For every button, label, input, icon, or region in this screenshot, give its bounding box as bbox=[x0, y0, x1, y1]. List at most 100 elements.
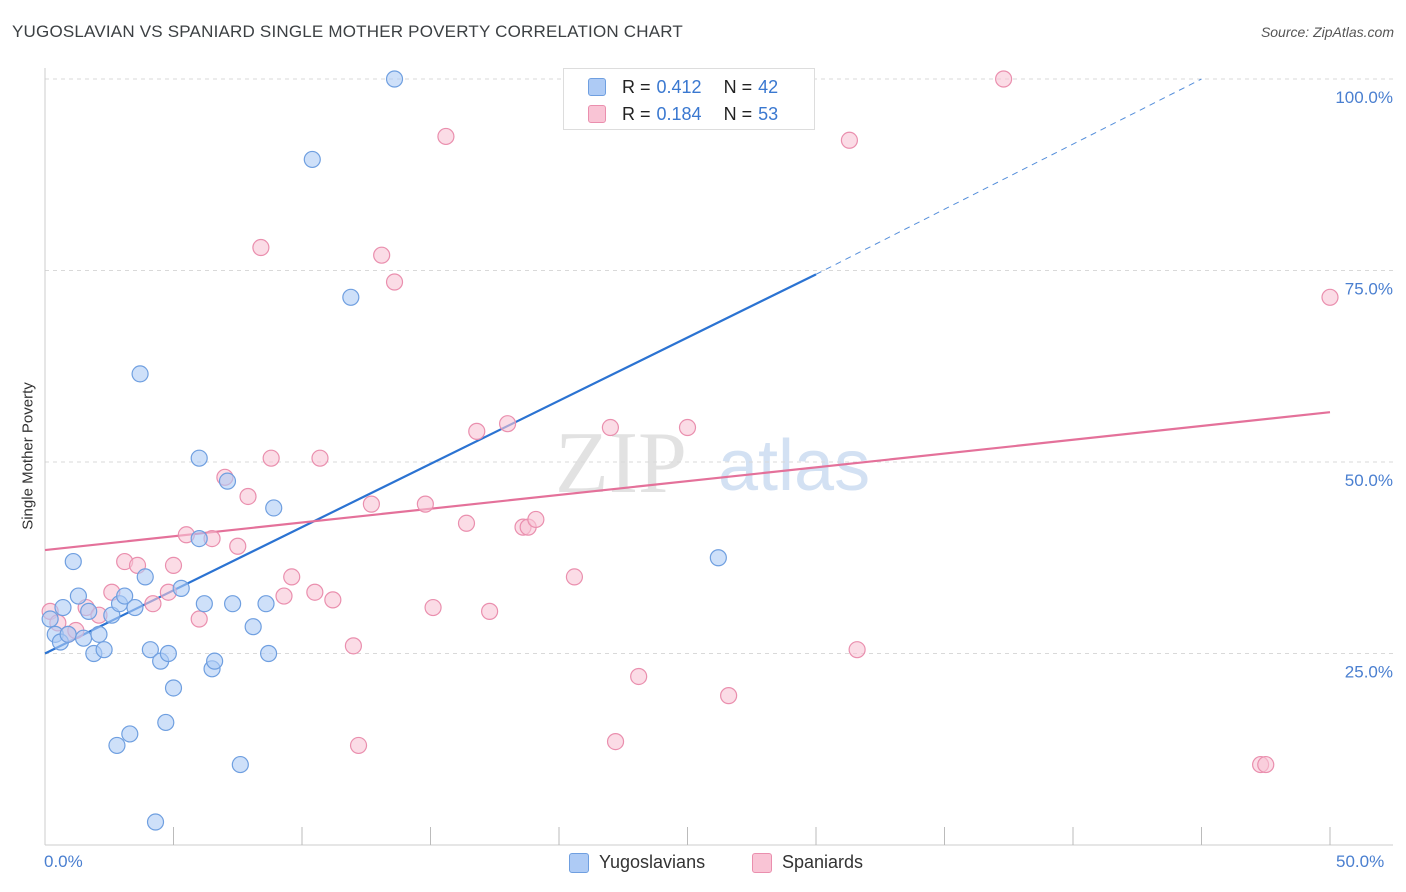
legend-row-spaniards: R = 0.184 N = 53 bbox=[588, 102, 778, 126]
point-yugoslavian bbox=[59, 625, 77, 643]
point-yugoslavian bbox=[54, 598, 72, 617]
point-yugoslavian bbox=[257, 595, 275, 613]
point-spaniard bbox=[437, 127, 455, 146]
point-yugoslavian bbox=[121, 725, 139, 743]
point-yugoslavian bbox=[136, 568, 154, 586]
point-spaniard bbox=[527, 510, 545, 529]
point-spaniard bbox=[344, 637, 362, 655]
point-spaniard bbox=[239, 487, 257, 506]
r-label: R = bbox=[622, 76, 651, 97]
point-yugoslavian bbox=[190, 529, 208, 548]
watermark: ZIP atlas bbox=[555, 415, 870, 512]
point-yugoslavian bbox=[126, 598, 144, 617]
legend-label-spaniards: Spaniards bbox=[782, 852, 864, 872]
x-tick-label-max: 50.0% bbox=[1336, 852, 1385, 871]
point-spaniard bbox=[416, 495, 434, 513]
point-yugoslavian bbox=[244, 618, 262, 636]
point-yugoslavian bbox=[224, 595, 242, 613]
y-tick-label: 100.0% bbox=[1335, 88, 1393, 107]
point-spaniard bbox=[601, 418, 620, 437]
point-spaniard bbox=[499, 415, 517, 433]
point-yugoslavian bbox=[108, 736, 126, 755]
point-spaniard bbox=[720, 687, 738, 705]
point-yugoslavian bbox=[206, 652, 224, 670]
point-yugoslavian bbox=[141, 641, 159, 659]
gridlines: 25.0% 50.0% 75.0% 100.0% bbox=[45, 78, 1393, 682]
chart-title: YUGOSLAVIAN VS SPANIARD SINGLE MOTHER PO… bbox=[12, 22, 684, 41]
point-spaniard bbox=[1321, 288, 1339, 306]
correlation-legend: R = 0.412 N = 42 R = 0.184 N = 53 bbox=[563, 68, 815, 130]
y-tick-label: 25.0% bbox=[1345, 663, 1393, 682]
point-spaniard bbox=[385, 273, 404, 291]
source-credit: Source: ZipAtlas.com bbox=[1260, 24, 1394, 40]
trend-line-yugoslavians bbox=[44, 273, 817, 655]
point-yugoslavian bbox=[259, 644, 278, 663]
r-label: R = bbox=[622, 103, 651, 124]
r-value-yugoslavians: 0.412 bbox=[656, 76, 702, 97]
watermark-zip: ZIP bbox=[555, 415, 687, 512]
point-yugoslavian bbox=[709, 549, 727, 567]
point-spaniard bbox=[1257, 755, 1275, 774]
point-yugoslavian bbox=[80, 602, 98, 620]
y-tick-label: 75.0% bbox=[1345, 280, 1393, 299]
legend-item-yugoslavians[interactable]: Yugoslavians bbox=[569, 852, 705, 873]
point-yugoslavian bbox=[64, 552, 82, 571]
point-spaniard bbox=[457, 514, 476, 532]
n-label: N = bbox=[723, 103, 753, 124]
point-yugoslavian bbox=[385, 70, 404, 88]
point-yugoslavian bbox=[342, 288, 360, 306]
r-value-spaniards: 0.184 bbox=[656, 103, 702, 124]
legend-row-yugoslavians: R = 0.412 N = 42 bbox=[588, 75, 778, 99]
point-spaniard bbox=[373, 246, 391, 264]
point-yugoslavian bbox=[303, 150, 321, 169]
point-yugoslavian bbox=[41, 610, 59, 628]
point-spaniard bbox=[481, 602, 499, 620]
point-spaniard bbox=[190, 610, 208, 628]
legend-item-spaniards[interactable]: Spaniards bbox=[752, 852, 863, 873]
point-spaniard bbox=[275, 587, 293, 605]
point-yugoslavian bbox=[95, 641, 113, 659]
point-spaniard bbox=[164, 556, 183, 575]
series-legend: Yugoslavians Spaniards bbox=[0, 852, 1406, 878]
point-spaniard bbox=[606, 732, 625, 751]
point-yugoslavian bbox=[265, 499, 283, 517]
point-spaniard bbox=[349, 736, 368, 755]
point-spaniard bbox=[229, 537, 247, 555]
point-spaniard bbox=[678, 418, 697, 437]
legend-swatch-yugoslavians bbox=[569, 852, 589, 873]
trend-line-spaniards bbox=[44, 411, 1331, 552]
trend-lines bbox=[44, 78, 1331, 655]
point-yugoslavian bbox=[74, 629, 93, 647]
point-spaniard bbox=[565, 568, 584, 586]
y-tick-label: 50.0% bbox=[1345, 471, 1393, 490]
point-yugoslavian bbox=[218, 472, 237, 490]
point-yugoslavian bbox=[69, 587, 88, 605]
point-yugoslavian bbox=[157, 713, 175, 732]
n-value-yugoslavians: 42 bbox=[758, 76, 779, 97]
point-yugoslavian bbox=[195, 595, 213, 613]
data-points bbox=[41, 70, 1339, 831]
point-spaniard bbox=[840, 131, 859, 149]
point-yugoslavian bbox=[146, 813, 165, 831]
n-value-spaniards: 53 bbox=[758, 103, 779, 124]
point-yugoslavian bbox=[90, 625, 108, 643]
point-spaniard bbox=[262, 449, 280, 467]
point-spaniard bbox=[362, 495, 380, 513]
point-yugoslavian bbox=[159, 644, 177, 663]
point-spaniard bbox=[468, 422, 486, 440]
point-spaniard bbox=[630, 667, 648, 686]
legend-label-yugoslavians: Yugoslavians bbox=[599, 852, 706, 872]
n-label: N = bbox=[723, 76, 753, 97]
point-yugoslavian bbox=[164, 679, 183, 697]
point-spaniard bbox=[324, 591, 342, 609]
x-tick-label-min: 0.0% bbox=[44, 852, 83, 871]
point-yugoslavian bbox=[116, 587, 134, 605]
legend-swatch-spaniards bbox=[752, 852, 772, 873]
point-spaniard bbox=[306, 583, 324, 601]
point-spaniard bbox=[252, 238, 270, 257]
watermark-atlas: atlas bbox=[718, 426, 870, 506]
point-spaniard bbox=[995, 70, 1013, 88]
point-yugoslavian bbox=[172, 579, 190, 597]
trend-extension-yugoslavians bbox=[815, 78, 1202, 275]
